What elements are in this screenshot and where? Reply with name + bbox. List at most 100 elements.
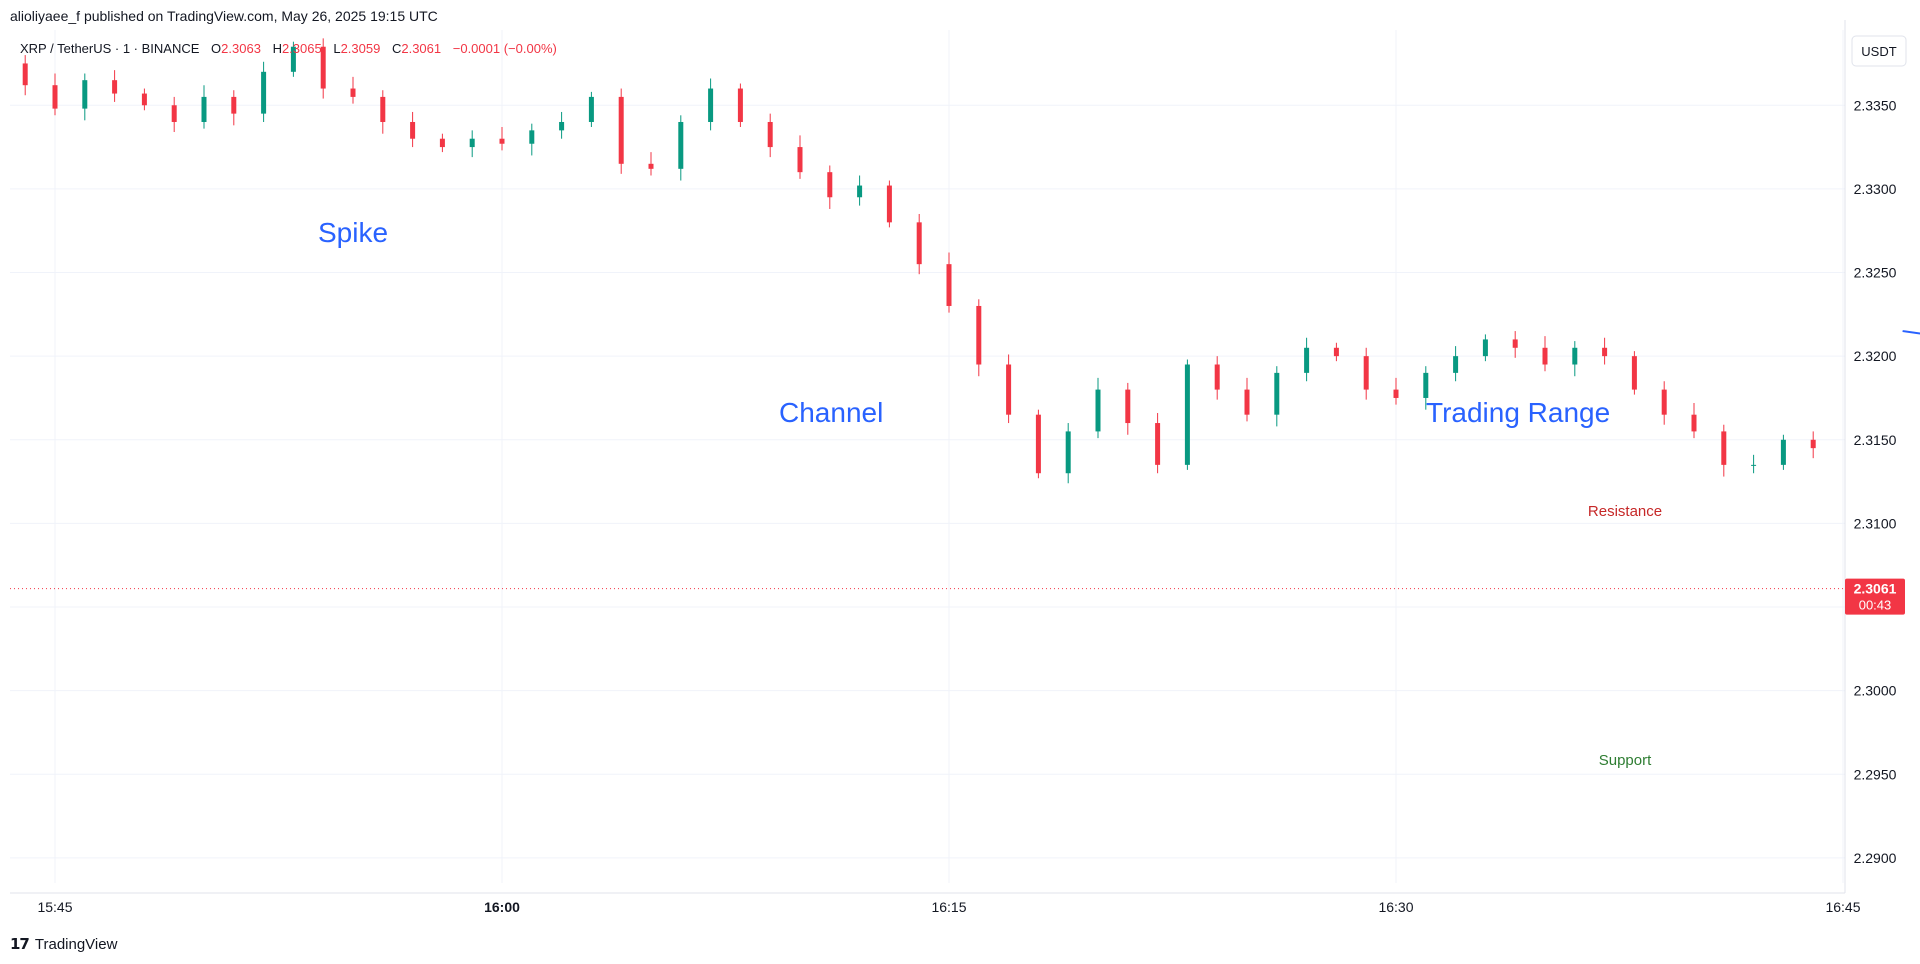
candle-body [1572,347,1578,365]
candle-body [290,46,296,72]
high-value: 2.3065 [282,41,322,56]
trendlines-layer [1902,330,1920,732]
candle-body [886,185,892,223]
channel-upper-line[interactable] [1902,330,1920,732]
y-tick-label: 2.3100 [1854,515,1897,531]
candle-body [1512,339,1518,348]
candle-body [827,172,833,198]
x-tick-label: 15:45 [37,899,72,915]
candle-body [231,96,237,114]
y-tick-label: 2.2950 [1854,766,1897,782]
support-zone-label: Support [1599,752,1652,769]
open-label: O [211,41,221,56]
candle-body [469,138,475,148]
candle-body [1423,372,1429,398]
open-value: 2.3063 [221,41,261,56]
x-tick-label: 16:15 [931,899,966,915]
x-tick-label: 16:45 [1825,899,1860,915]
candle-body [1304,347,1310,373]
annotations-layer: Spike Channel Trading Range [318,217,1610,428]
tradingview-logo-icon: 𝟭𝟳 [10,936,30,953]
candle-body [1363,356,1369,390]
last-price-value: 2.3061 [1854,581,1897,597]
trading-range-label: Trading Range [1426,397,1610,428]
close-value: 2.3061 [401,41,441,56]
candle-body [1184,364,1190,465]
candle-body [737,88,743,122]
candle-body [1155,423,1161,465]
candle-body [141,93,147,106]
symbol-label: XRP / TetherUS · 1 · BINANCE [20,41,200,56]
candle-body [1214,364,1220,390]
candle-body [261,71,267,114]
time-axis: 15:4516:0016:1516:3016:4517:0017:1517:30… [10,892,1861,915]
candle-body [1274,372,1280,415]
candle-body [1661,389,1667,415]
publisher-caption: alioliyaee_f published on TradingView.co… [10,8,438,24]
candle-body [648,163,654,169]
ohlc-legend: XRP / TetherUS · 1 · BINANCE O2.3063 H2.… [20,41,557,56]
x-tick-label: 16:30 [1378,899,1413,915]
y-tick-label: 2.3200 [1854,348,1897,364]
y-tick-label: 2.3300 [1854,181,1897,197]
candle-body [82,80,88,109]
candle-body [171,105,177,122]
candle-body [1006,364,1012,415]
candle-body [1721,431,1727,465]
y-tick-label: 2.3350 [1854,97,1897,113]
last-price-badge: 2.3061 00:43 [1845,578,1905,615]
candle-body [52,85,58,109]
candle-body [1542,347,1548,365]
candle-body [1751,464,1757,466]
candle-body [976,305,982,365]
candle-body [1333,347,1339,357]
candle-body [1065,431,1071,474]
channel-label: Channel [779,397,883,428]
candle-body [797,147,803,173]
candle-body [618,96,624,164]
low-label: L [333,41,340,56]
candle-body [410,121,416,139]
candle-body [22,63,28,86]
candle-body [767,121,773,148]
resistance-zone-label: Resistance [1588,503,1662,520]
x-tick-label: 16:00 [484,899,520,915]
candle-body [499,138,505,144]
low-value: 2.3059 [341,41,381,56]
y-tick-label: 2.3150 [1854,432,1897,448]
candle-body [1631,356,1637,390]
countdown-value: 00:43 [1859,598,1892,613]
candle-body [529,130,535,144]
candle-body [201,96,207,122]
footer-brand[interactable]: 𝟭𝟳 TradingView [10,935,118,954]
candle-body [1244,389,1250,415]
candle-body [1602,347,1608,357]
price-axis: 2.3350 2.3300 2.3250 2.3200 2.3150 2.3100 2.30… [1844,20,1897,893]
candle-body [350,88,356,97]
candle-body [588,96,594,122]
candle-body [1393,389,1399,398]
candle-body [559,121,565,131]
currency-button[interactable]: USDT [1851,35,1907,67]
candle-body [1810,439,1816,449]
candle-body [1095,389,1101,432]
candle-body [1691,414,1697,432]
spike-label: Spike [318,217,388,248]
candle-body [1780,439,1786,465]
currency-label: USDT [1861,44,1896,59]
y-tick-label: 2.3000 [1854,683,1897,699]
candle-body [380,96,386,122]
svg-text:XRP / TetherUS · 1 · BINANCE: XRP / TetherUS · 1 · BINANCE O2.3063 H2.… [20,41,557,56]
high-label: H [273,41,282,56]
change-value: −0.0001 (−0.00%) [453,41,557,56]
candle-body [857,185,863,198]
y-tick-label: 2.2900 [1854,850,1897,866]
candle-body [112,80,118,94]
footer-brand-label: TradingView [34,935,118,953]
candle-body [1125,389,1131,424]
candle-body [1453,356,1459,373]
zones-layer: Resistance Support [1588,503,1662,769]
chart-grid [10,30,1845,883]
y-tick-label: 2.3250 [1854,265,1897,281]
